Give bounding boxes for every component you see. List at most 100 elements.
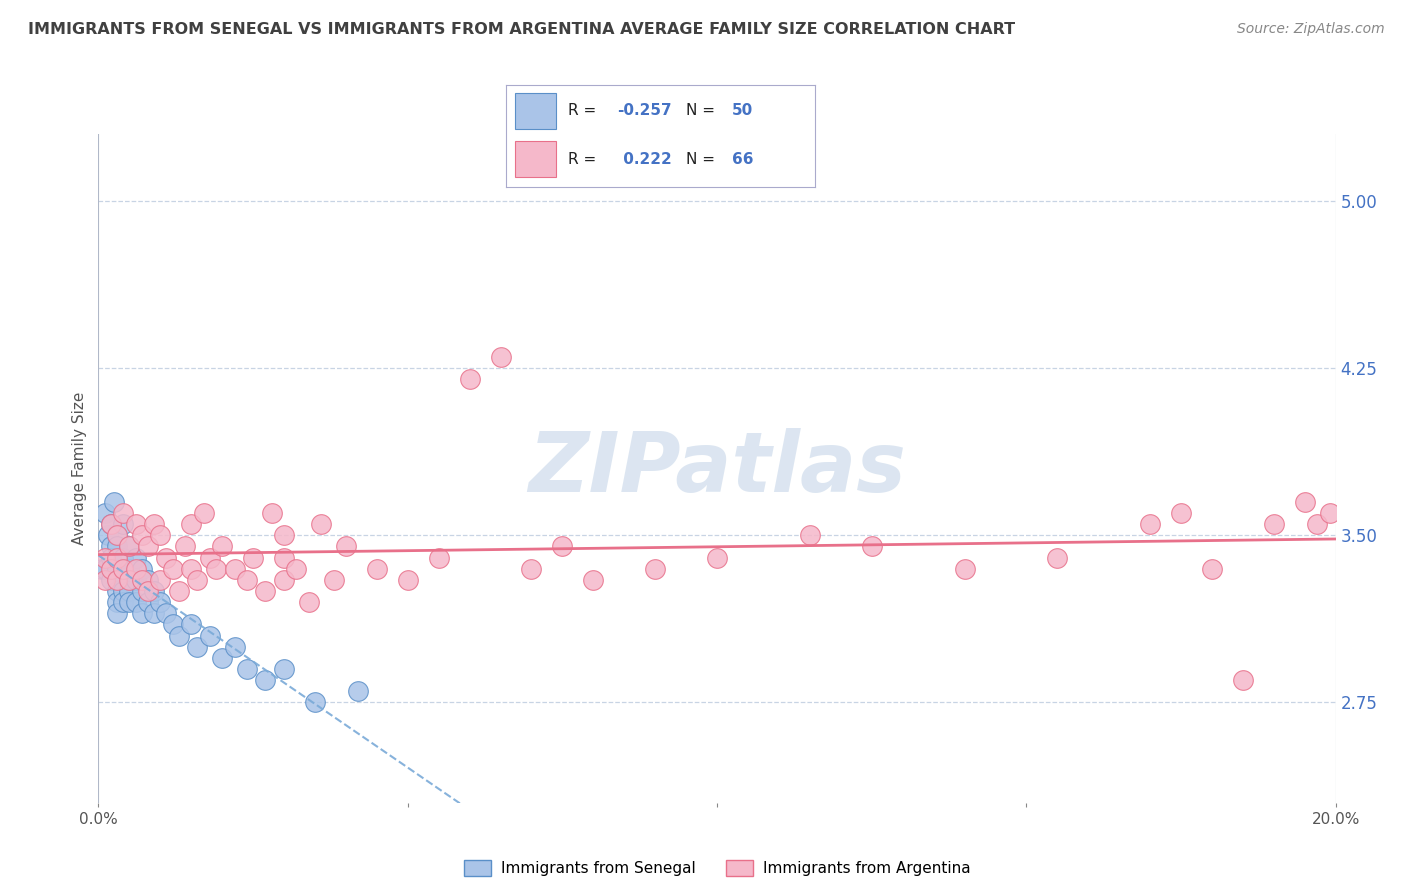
Point (273, 573, 295, 587)
Text: 50: 50 (733, 103, 754, 119)
Y-axis label: Average Family Size: Average Family Size (72, 392, 87, 545)
Point (155, 607, 177, 621)
Point (322, 573, 344, 587)
Point (112, 506, 135, 520)
Point (118, 562, 141, 576)
Point (112, 584, 135, 599)
Point (112, 573, 135, 587)
Point (1201, 562, 1223, 576)
Point (118, 539, 141, 553)
Point (118, 595, 141, 609)
Point (860, 539, 883, 553)
Point (93, 562, 115, 576)
Point (520, 562, 543, 576)
Point (224, 640, 246, 654)
Point (100, 517, 122, 532)
Point (254, 673, 277, 688)
Point (112, 550, 135, 565)
Point (136, 595, 159, 609)
Point (347, 684, 370, 698)
Point (186, 640, 208, 654)
Point (105, 539, 128, 553)
Point (211, 539, 233, 553)
Point (1232, 673, 1254, 688)
Point (242, 550, 264, 565)
Point (1319, 506, 1341, 520)
Point (193, 506, 215, 520)
Point (93, 506, 115, 520)
Point (254, 584, 277, 599)
Point (118, 539, 141, 553)
Point (124, 595, 146, 609)
Point (260, 506, 283, 520)
Point (143, 517, 166, 532)
Point (136, 573, 159, 587)
Point (100, 562, 122, 576)
Bar (516, 93, 555, 128)
Point (100, 573, 122, 587)
Text: N =: N = (686, 152, 720, 167)
Point (167, 584, 190, 599)
Point (105, 528, 128, 542)
Point (131, 573, 153, 587)
Point (105, 595, 128, 609)
Point (105, 573, 128, 587)
Text: IMMIGRANTS FROM SENEGAL VS IMMIGRANTS FROM ARGENTINA AVERAGE FAMILY SIZE CORRELA: IMMIGRANTS FROM SENEGAL VS IMMIGRANTS FR… (28, 22, 1015, 37)
Text: 66: 66 (733, 152, 754, 167)
Point (100, 517, 122, 532)
Point (124, 550, 146, 565)
Point (298, 595, 321, 609)
Point (706, 550, 728, 565)
Point (97, 528, 120, 542)
Text: ZIPatlas: ZIPatlas (529, 428, 905, 508)
Point (105, 584, 128, 599)
Point (149, 595, 172, 609)
Point (427, 550, 450, 565)
Point (285, 562, 308, 576)
Text: 0.222: 0.222 (617, 152, 671, 167)
Point (131, 607, 153, 621)
Point (309, 517, 332, 532)
Legend: Immigrants from Senegal, Immigrants from Argentina: Immigrants from Senegal, Immigrants from… (458, 854, 976, 882)
Point (100, 539, 122, 553)
Point (458, 372, 481, 386)
Text: N =: N = (686, 103, 720, 119)
Point (180, 517, 202, 532)
Point (124, 517, 146, 532)
Point (180, 562, 202, 576)
Point (100, 550, 122, 565)
Point (93, 573, 115, 587)
Point (167, 629, 190, 643)
Point (149, 528, 172, 542)
Point (1170, 506, 1192, 520)
Point (236, 662, 259, 676)
Point (799, 528, 821, 542)
Point (366, 562, 388, 576)
Point (118, 573, 141, 587)
Point (186, 573, 208, 587)
Point (112, 562, 135, 576)
Point (1263, 517, 1285, 532)
Point (131, 528, 153, 542)
Point (118, 584, 141, 599)
Point (105, 528, 128, 542)
Point (582, 573, 605, 587)
Point (335, 539, 357, 553)
Text: R =: R = (568, 152, 602, 167)
Point (273, 662, 295, 676)
Point (273, 550, 295, 565)
Point (304, 696, 326, 710)
Bar (516, 141, 555, 177)
Point (174, 539, 197, 553)
Point (136, 539, 159, 553)
Point (136, 584, 159, 599)
Point (131, 562, 153, 576)
Point (112, 517, 135, 532)
Point (180, 617, 202, 632)
Point (953, 562, 976, 576)
Point (489, 350, 512, 364)
Point (198, 550, 221, 565)
Point (644, 562, 666, 576)
Point (198, 629, 221, 643)
Point (236, 573, 259, 587)
